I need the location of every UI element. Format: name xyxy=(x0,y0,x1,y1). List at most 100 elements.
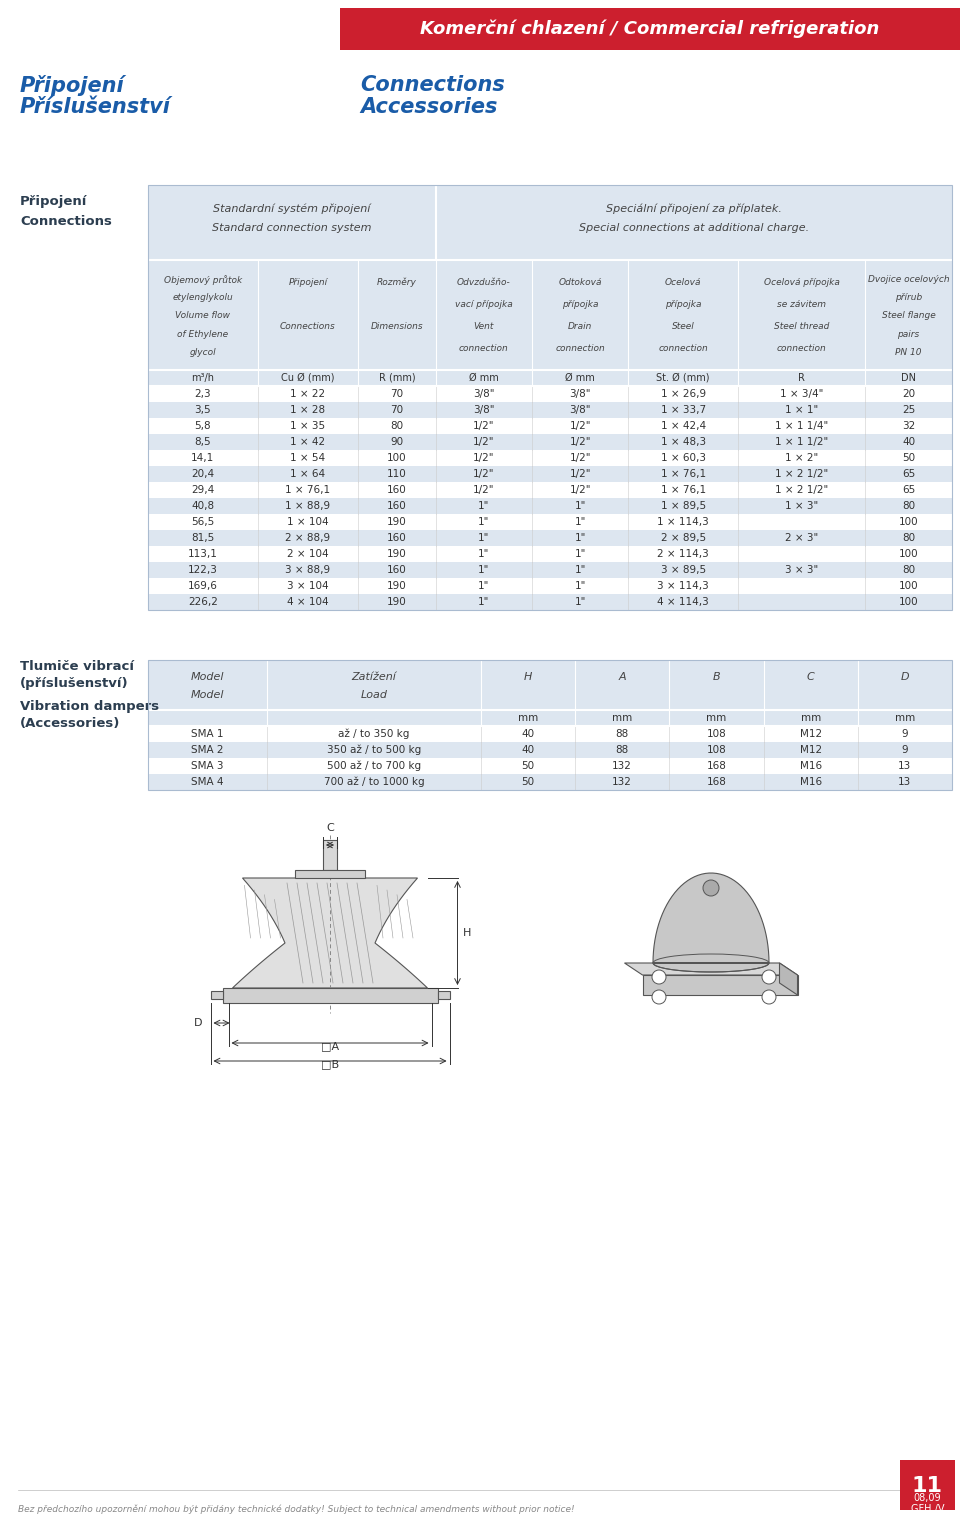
Text: 2 × 88,9: 2 × 88,9 xyxy=(285,533,330,544)
Text: 1 × 3/4": 1 × 3/4" xyxy=(780,389,823,400)
Text: □A: □A xyxy=(321,1042,339,1051)
Text: Připojení: Připojení xyxy=(20,195,87,207)
Text: 1/2": 1/2" xyxy=(569,469,590,478)
Text: Vent: Vent xyxy=(473,321,494,330)
Text: 1 × 2 1/2": 1 × 2 1/2" xyxy=(775,484,828,495)
Text: 3 × 104: 3 × 104 xyxy=(287,581,328,590)
Text: Ø mm: Ø mm xyxy=(468,372,498,383)
Text: 169,6: 169,6 xyxy=(188,581,218,590)
Text: 1 × 33,7: 1 × 33,7 xyxy=(660,406,706,415)
Text: SMA 2: SMA 2 xyxy=(191,745,224,755)
Bar xyxy=(438,992,449,999)
Text: 65: 65 xyxy=(901,484,915,495)
Text: 1 × 35: 1 × 35 xyxy=(290,421,325,431)
Bar xyxy=(148,513,952,530)
Text: přípojka: přípojka xyxy=(562,300,598,309)
Text: 1/2": 1/2" xyxy=(473,484,494,495)
Text: Standardní systém připojení: Standardní systém připojení xyxy=(213,203,371,213)
Bar xyxy=(642,975,798,995)
Text: 1 × 26,9: 1 × 26,9 xyxy=(660,389,706,400)
Text: 1 × 1 1/4": 1 × 1 1/4" xyxy=(775,421,828,431)
Text: 100: 100 xyxy=(899,550,919,559)
Text: 1 × 1": 1 × 1" xyxy=(785,406,818,415)
Bar xyxy=(223,989,438,1002)
Text: 40: 40 xyxy=(521,730,535,739)
Text: Steel: Steel xyxy=(672,321,694,330)
Text: vací přípojka: vací přípojka xyxy=(455,300,513,309)
Text: 1 × 88,9: 1 × 88,9 xyxy=(285,501,330,512)
Text: 88: 88 xyxy=(615,730,629,739)
Bar xyxy=(148,403,952,418)
Text: 1 × 2": 1 × 2" xyxy=(785,453,818,463)
Text: 40: 40 xyxy=(521,745,535,755)
Bar xyxy=(148,660,952,710)
Text: Připojení: Připojení xyxy=(288,277,327,286)
Polygon shape xyxy=(780,963,798,995)
Text: přípojka: přípojka xyxy=(665,300,702,309)
Text: 160: 160 xyxy=(387,533,407,544)
Text: 1/2": 1/2" xyxy=(569,438,590,447)
Text: 226,2: 226,2 xyxy=(188,597,218,607)
Text: 1 × 60,3: 1 × 60,3 xyxy=(660,453,706,463)
Text: přírub: přírub xyxy=(895,294,923,301)
Text: 160: 160 xyxy=(387,501,407,512)
Text: 100: 100 xyxy=(387,453,407,463)
Bar xyxy=(340,8,960,50)
Text: 1": 1" xyxy=(478,550,490,559)
Text: 1 × 42,4: 1 × 42,4 xyxy=(660,421,706,431)
Text: 1": 1" xyxy=(478,565,490,575)
Text: 113,1: 113,1 xyxy=(188,550,218,559)
Text: 1": 1" xyxy=(574,501,586,512)
Text: M16: M16 xyxy=(800,762,822,771)
Circle shape xyxy=(652,990,666,1004)
Text: connection: connection xyxy=(777,344,827,353)
Text: H: H xyxy=(463,928,470,939)
Text: 1 × 54: 1 × 54 xyxy=(290,453,325,463)
Text: 1": 1" xyxy=(478,533,490,544)
Text: 32: 32 xyxy=(901,421,915,431)
Text: SMA 4: SMA 4 xyxy=(191,777,224,787)
Text: Model: Model xyxy=(191,672,225,681)
Polygon shape xyxy=(653,874,769,972)
Text: of Ethylene: of Ethylene xyxy=(178,330,228,339)
Text: 1": 1" xyxy=(478,581,490,590)
Text: 160: 160 xyxy=(387,565,407,575)
Text: 29,4: 29,4 xyxy=(191,484,214,495)
Bar xyxy=(148,481,952,498)
Text: 80: 80 xyxy=(391,421,403,431)
Text: M16: M16 xyxy=(800,777,822,787)
Text: 3/8": 3/8" xyxy=(473,389,494,400)
Text: 1": 1" xyxy=(478,516,490,527)
Text: 1 × 2 1/2": 1 × 2 1/2" xyxy=(775,469,828,478)
Bar xyxy=(900,1459,955,1509)
Text: 80: 80 xyxy=(902,533,915,544)
Text: D: D xyxy=(194,1017,203,1028)
Text: DN: DN xyxy=(901,372,916,383)
Text: 1": 1" xyxy=(574,597,586,607)
Bar xyxy=(148,578,952,593)
Circle shape xyxy=(703,880,719,896)
Text: 1 × 1 1/2": 1 × 1 1/2" xyxy=(775,438,828,447)
Text: 9: 9 xyxy=(901,745,908,755)
Circle shape xyxy=(762,990,776,1004)
Bar xyxy=(148,774,952,790)
Text: Vibration dampers: Vibration dampers xyxy=(20,699,159,713)
Bar xyxy=(148,369,952,386)
Text: D: D xyxy=(900,672,909,681)
Text: Ocelová: Ocelová xyxy=(665,277,702,286)
Text: □B: □B xyxy=(321,1058,339,1069)
Text: mm: mm xyxy=(517,713,539,724)
Text: 20,4: 20,4 xyxy=(191,469,214,478)
Text: 90: 90 xyxy=(391,438,403,447)
Text: Připojení: Připojení xyxy=(20,76,125,95)
Text: SMA 3: SMA 3 xyxy=(191,762,224,771)
Bar xyxy=(148,547,952,562)
Text: 40: 40 xyxy=(902,438,915,447)
Text: connection: connection xyxy=(459,344,509,353)
Circle shape xyxy=(652,970,666,984)
Text: 1/2": 1/2" xyxy=(473,453,494,463)
Text: mm: mm xyxy=(612,713,633,724)
Text: 168: 168 xyxy=(707,777,727,787)
Text: 1": 1" xyxy=(574,550,586,559)
Polygon shape xyxy=(625,963,798,975)
